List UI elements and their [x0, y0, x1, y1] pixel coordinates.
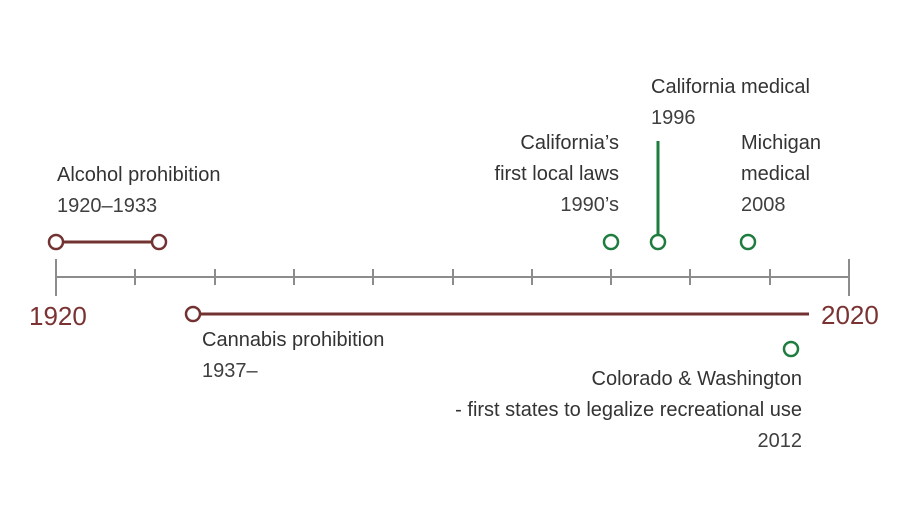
event-years: 1996	[651, 107, 696, 129]
ca-medical-marker	[649, 233, 667, 251]
alcohol-prohibition-span	[47, 233, 168, 251]
event-title-line2: first local laws	[494, 163, 619, 185]
event-title-line2: medical	[741, 163, 810, 185]
event-years: 1920–1933	[57, 195, 158, 217]
ca-medical-label: California medical 1996	[651, 72, 810, 134]
mi-medical-marker	[739, 233, 757, 251]
event-title: Cannabis prohibition	[202, 329, 385, 351]
mi-medical-label: Michigan medical 2008	[741, 128, 821, 221]
cannabis-prohibition-span	[184, 305, 809, 323]
co-wa-marker	[782, 340, 800, 358]
event-title: California medical	[651, 76, 810, 98]
event-years: 1990’s	[560, 194, 619, 216]
event-title: Alcohol prohibition	[57, 164, 221, 186]
ca-local-marker	[602, 233, 620, 251]
timeline-axis	[55, 259, 850, 296]
axis-start-label: 1920	[29, 301, 87, 331]
event-title-line1: California’s	[520, 132, 619, 154]
legalization-points	[602, 141, 800, 358]
event-title: Colorado & Washington	[591, 368, 803, 390]
ca-local-label: California’s first local laws 1990’s	[495, 128, 619, 221]
event-years: 2008	[741, 194, 786, 216]
axis-end-label: 2020	[821, 300, 879, 330]
event-years: 1937–	[202, 360, 258, 382]
event-title-line1: Michigan	[741, 132, 822, 154]
event-years: 2012	[757, 430, 803, 452]
alcohol-label: Alcohol prohibition 1920–1933	[57, 160, 220, 222]
event-subtitle: - first states to legalize recreational …	[455, 399, 802, 421]
co-wa-label: Colorado & Washington - first states to …	[455, 364, 802, 457]
cannabis-label: Cannabis prohibition 1937–	[202, 325, 384, 387]
